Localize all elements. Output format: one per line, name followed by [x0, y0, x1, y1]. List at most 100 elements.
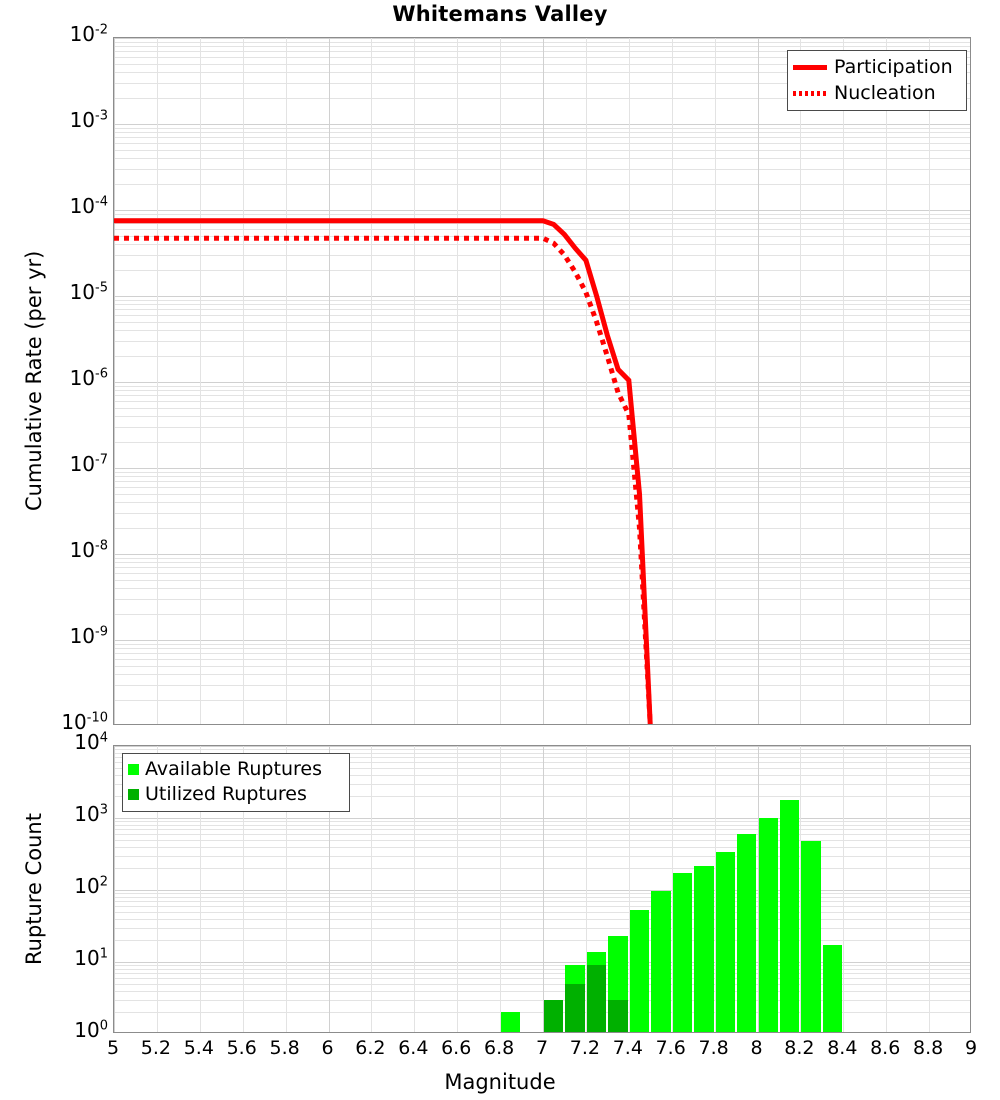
y-tick-label: 10-2 [69, 22, 108, 46]
gridline [114, 919, 970, 920]
gridline [114, 330, 970, 331]
gridline [114, 685, 970, 686]
gridline [114, 51, 970, 52]
gridline [114, 991, 970, 992]
gridline [114, 229, 970, 230]
gridline [114, 825, 970, 826]
gridline [929, 746, 930, 1032]
gridline [114, 244, 970, 245]
gridline [114, 487, 970, 488]
curve-participation [114, 218, 653, 724]
gridline [114, 38, 115, 724]
gridline [114, 640, 970, 641]
x-tick-label: 7.8 [698, 1037, 729, 1059]
bar-available [629, 910, 650, 1032]
gridline [114, 753, 970, 754]
y-tick-label: 10-10 [61, 710, 108, 734]
color-swatch-icon [128, 789, 139, 800]
gridline [114, 214, 970, 215]
gridline [114, 940, 970, 941]
x-tick-label: 8.4 [827, 1037, 858, 1059]
gridline [157, 38, 158, 724]
gridline [114, 614, 970, 615]
gridline [114, 796, 970, 797]
gridline [843, 746, 844, 1032]
legend-item-label: Nucleation [834, 81, 936, 104]
bar-available [672, 872, 693, 1032]
gridline [200, 746, 201, 1032]
bar-utilized [586, 965, 607, 1032]
gridline [114, 834, 970, 835]
gridline [114, 653, 970, 654]
gridline [114, 481, 970, 482]
x-tick-label: 5.8 [269, 1037, 300, 1059]
bar-available [694, 866, 714, 1032]
bottom-y-axis-label: Rupture Count [22, 813, 46, 965]
gridline [114, 427, 970, 428]
gridline [414, 38, 415, 724]
gridline [114, 928, 970, 929]
gridline [114, 390, 970, 391]
x-tick-label: 6.8 [483, 1037, 515, 1059]
gridline [286, 746, 287, 1032]
gridline [114, 984, 970, 985]
bar-available [737, 833, 757, 1032]
x-tick-label: 8.6 [870, 1037, 901, 1059]
gridline [114, 72, 970, 73]
gridline [586, 746, 587, 1032]
gridline [114, 762, 970, 763]
gridline [329, 38, 330, 724]
x-tick-label: 6.4 [398, 1037, 429, 1059]
gridline [114, 513, 970, 514]
gridline [114, 666, 970, 667]
gridline [114, 746, 115, 1032]
gridline [114, 401, 970, 402]
mfd-legend: Participation Nucleation [787, 50, 967, 111]
gridline [114, 599, 970, 600]
x-tick-label: 5.6 [226, 1037, 257, 1059]
x-tick-label: 7 [535, 1037, 549, 1059]
gridline [114, 973, 970, 974]
gridline [543, 38, 544, 724]
legend-item-label: Utilized Ruptures [145, 783, 307, 805]
gridline [114, 38, 970, 39]
gridline [114, 969, 970, 970]
gridline [886, 746, 887, 1032]
gridline [114, 137, 970, 138]
x-tick-label: 6.6 [441, 1037, 472, 1059]
gridline [114, 223, 970, 224]
y-tick-label: 102 [74, 874, 108, 898]
gridline [114, 270, 970, 271]
x-tick-label: 6 [321, 1037, 334, 1059]
y-tick-label: 10-4 [69, 194, 108, 218]
gridline [114, 897, 970, 898]
x-tick-label: 5.2 [140, 1037, 171, 1059]
bar-utilized [544, 999, 564, 1032]
gridline [286, 38, 287, 724]
gridline [114, 408, 970, 409]
gridline [114, 746, 970, 747]
gridline [114, 356, 970, 357]
gridline [371, 38, 372, 724]
dotted-line-swatch-icon [793, 86, 827, 100]
gridline [114, 856, 970, 857]
y-tick-label: 10-6 [69, 366, 108, 390]
gridline [114, 395, 970, 396]
gridline [114, 304, 970, 305]
bar-available [801, 841, 821, 1032]
gridline [114, 847, 970, 848]
gridline [329, 746, 330, 1032]
gridline [114, 528, 970, 529]
y-tick-label: 10-9 [69, 624, 108, 648]
x-tick-label: 8.8 [912, 1037, 944, 1059]
x-tick-label: 8.2 [784, 1037, 815, 1059]
gridline [114, 1000, 970, 1001]
bar-available [715, 851, 735, 1032]
gridline [114, 442, 970, 443]
x-tick-label: 9 [964, 1037, 978, 1059]
gridline [114, 648, 970, 649]
gridline [114, 906, 970, 907]
gridline [114, 476, 970, 477]
gridline [114, 42, 970, 43]
gridline [672, 746, 673, 1032]
